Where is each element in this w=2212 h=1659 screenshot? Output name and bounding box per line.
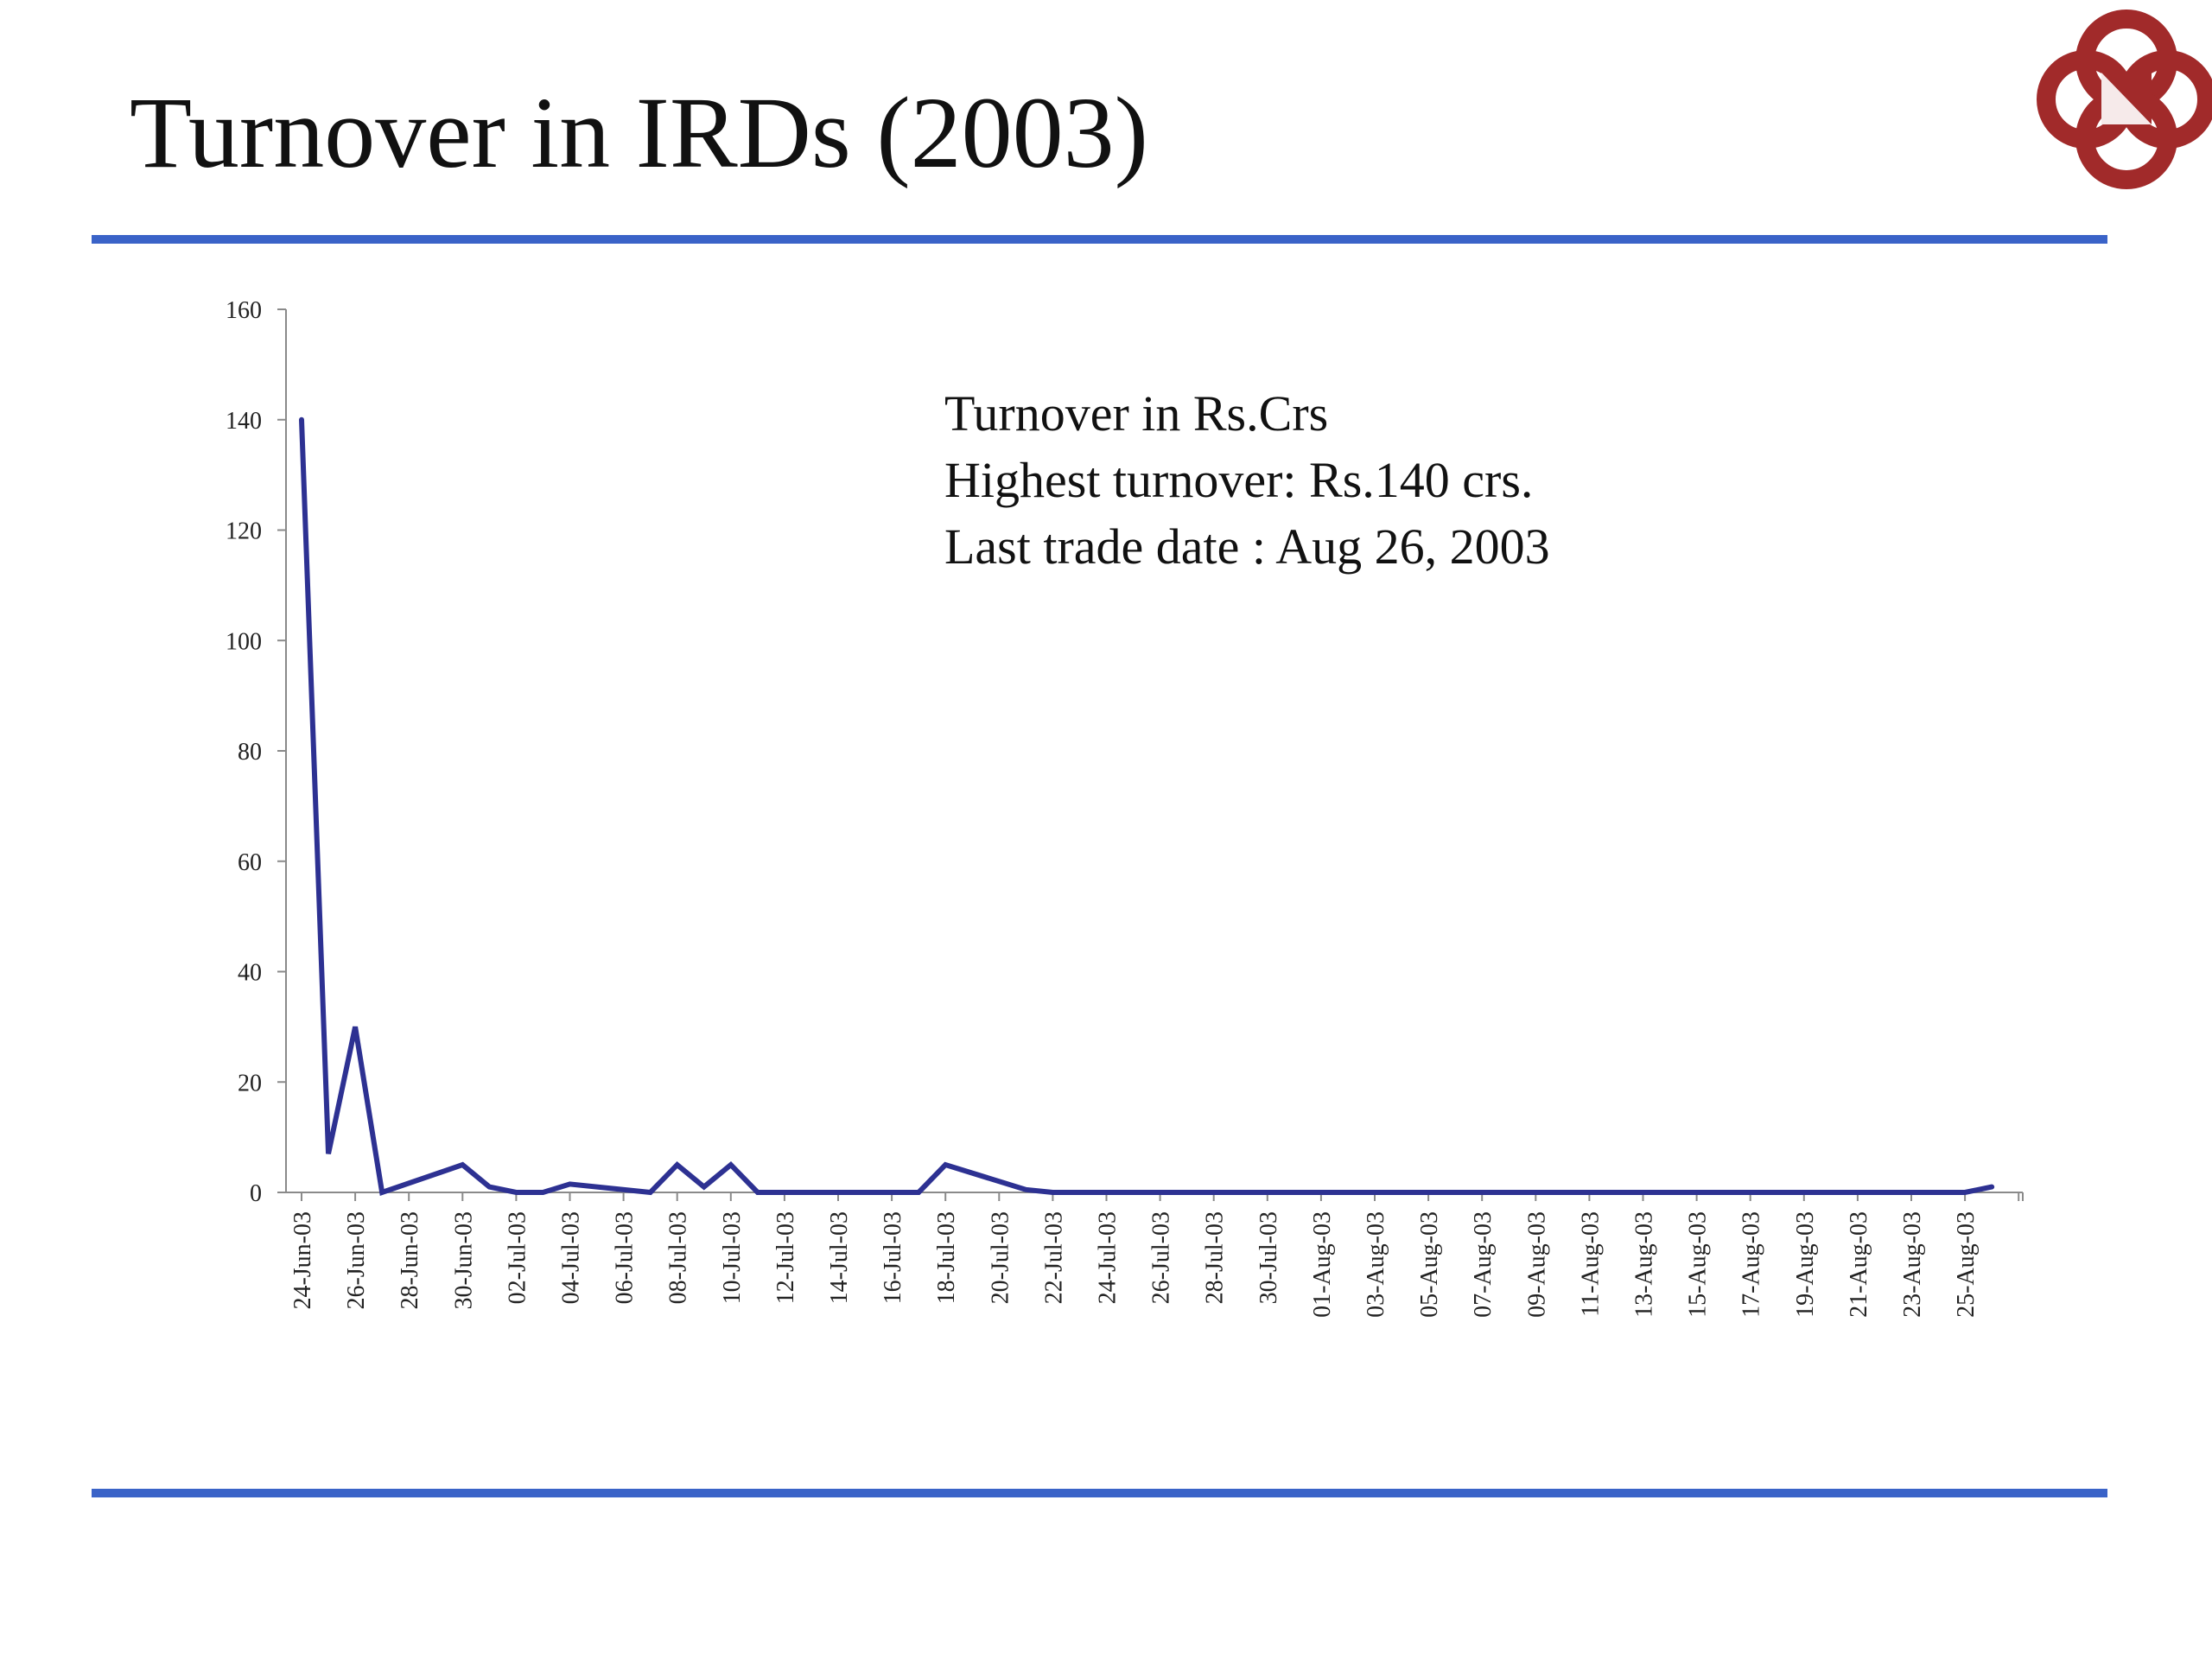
x-tick-label: 12-Jul-03 — [772, 1211, 799, 1304]
y-tick-label: 0 — [250, 1180, 262, 1207]
x-tick-label: 07-Aug-03 — [1470, 1211, 1497, 1318]
x-tick-label: 16-Jul-03 — [880, 1211, 906, 1304]
x-tick-label: 02-Jul-03 — [504, 1211, 531, 1304]
top-rule — [92, 235, 2107, 244]
x-tick-label: 24-Jul-03 — [1095, 1211, 1122, 1304]
x-tick-label: 19-Aug-03 — [1792, 1211, 1819, 1318]
x-tick-label: 30-Jul-03 — [1255, 1211, 1282, 1304]
x-tick-label: 09-Aug-03 — [1523, 1211, 1550, 1318]
x-tick-label: 18-Jul-03 — [933, 1211, 960, 1304]
x-tick-label: 03-Aug-03 — [1363, 1211, 1389, 1318]
x-tick-label: 21-Aug-03 — [1846, 1211, 1872, 1318]
x-tick-label: 25-Aug-03 — [1953, 1211, 1980, 1318]
y-tick-label: 20 — [238, 1070, 262, 1096]
x-tick-label: 17-Aug-03 — [1738, 1211, 1765, 1318]
y-tick-label: 80 — [238, 739, 262, 766]
annotation-last-trade: Last trade date : Aug 26, 2003 — [944, 518, 1550, 575]
x-tick-label: 13-Aug-03 — [1631, 1211, 1658, 1318]
x-tick-label: 26-Jul-03 — [1148, 1211, 1175, 1304]
slide-title: Turnover in IRDs (2003) — [130, 76, 1148, 189]
bottom-rule — [92, 1489, 2107, 1497]
x-tick-label: 23-Aug-03 — [1899, 1211, 1926, 1318]
x-tick-label: 24-Jun-03 — [289, 1211, 316, 1310]
nse-logo-icon — [2037, 10, 2212, 189]
x-tick-label: 01-Aug-03 — [1309, 1211, 1336, 1318]
y-tick-label: 60 — [238, 849, 262, 876]
y-tick-label: 160 — [226, 297, 262, 324]
x-tick-label: 26-Jun-03 — [343, 1211, 370, 1310]
x-tick-label: 11-Aug-03 — [1577, 1211, 1604, 1317]
x-tick-label: 04-Jul-03 — [558, 1211, 585, 1304]
y-tick-label: 140 — [226, 408, 262, 435]
x-tick-label: 06-Jul-03 — [612, 1211, 639, 1304]
y-tick-label: 100 — [226, 628, 262, 655]
x-tick-label: 22-Jul-03 — [1040, 1211, 1067, 1304]
series-line — [299, 416, 1995, 1196]
x-tick-label: 28-Jul-03 — [1202, 1211, 1229, 1304]
y-tick-label: 40 — [238, 960, 262, 987]
x-tick-label: 05-Aug-03 — [1416, 1211, 1443, 1318]
x-tick-label: 08-Jul-03 — [665, 1211, 692, 1304]
x-tick-label: 10-Jul-03 — [719, 1211, 746, 1304]
x-tick-label: 15-Aug-03 — [1685, 1211, 1712, 1318]
x-tick-label: 28-Jun-03 — [397, 1211, 423, 1310]
x-tick-label: 14-Jul-03 — [826, 1211, 853, 1304]
x-tick-label: 20-Jul-03 — [987, 1211, 1014, 1304]
y-tick-label: 120 — [226, 518, 262, 545]
x-tick-label: 30-Jun-03 — [450, 1211, 477, 1310]
annotation-highest: Highest turnover: Rs.140 crs. — [944, 452, 1534, 508]
annotation-units: Turnover in Rs.Crs — [944, 385, 1329, 442]
